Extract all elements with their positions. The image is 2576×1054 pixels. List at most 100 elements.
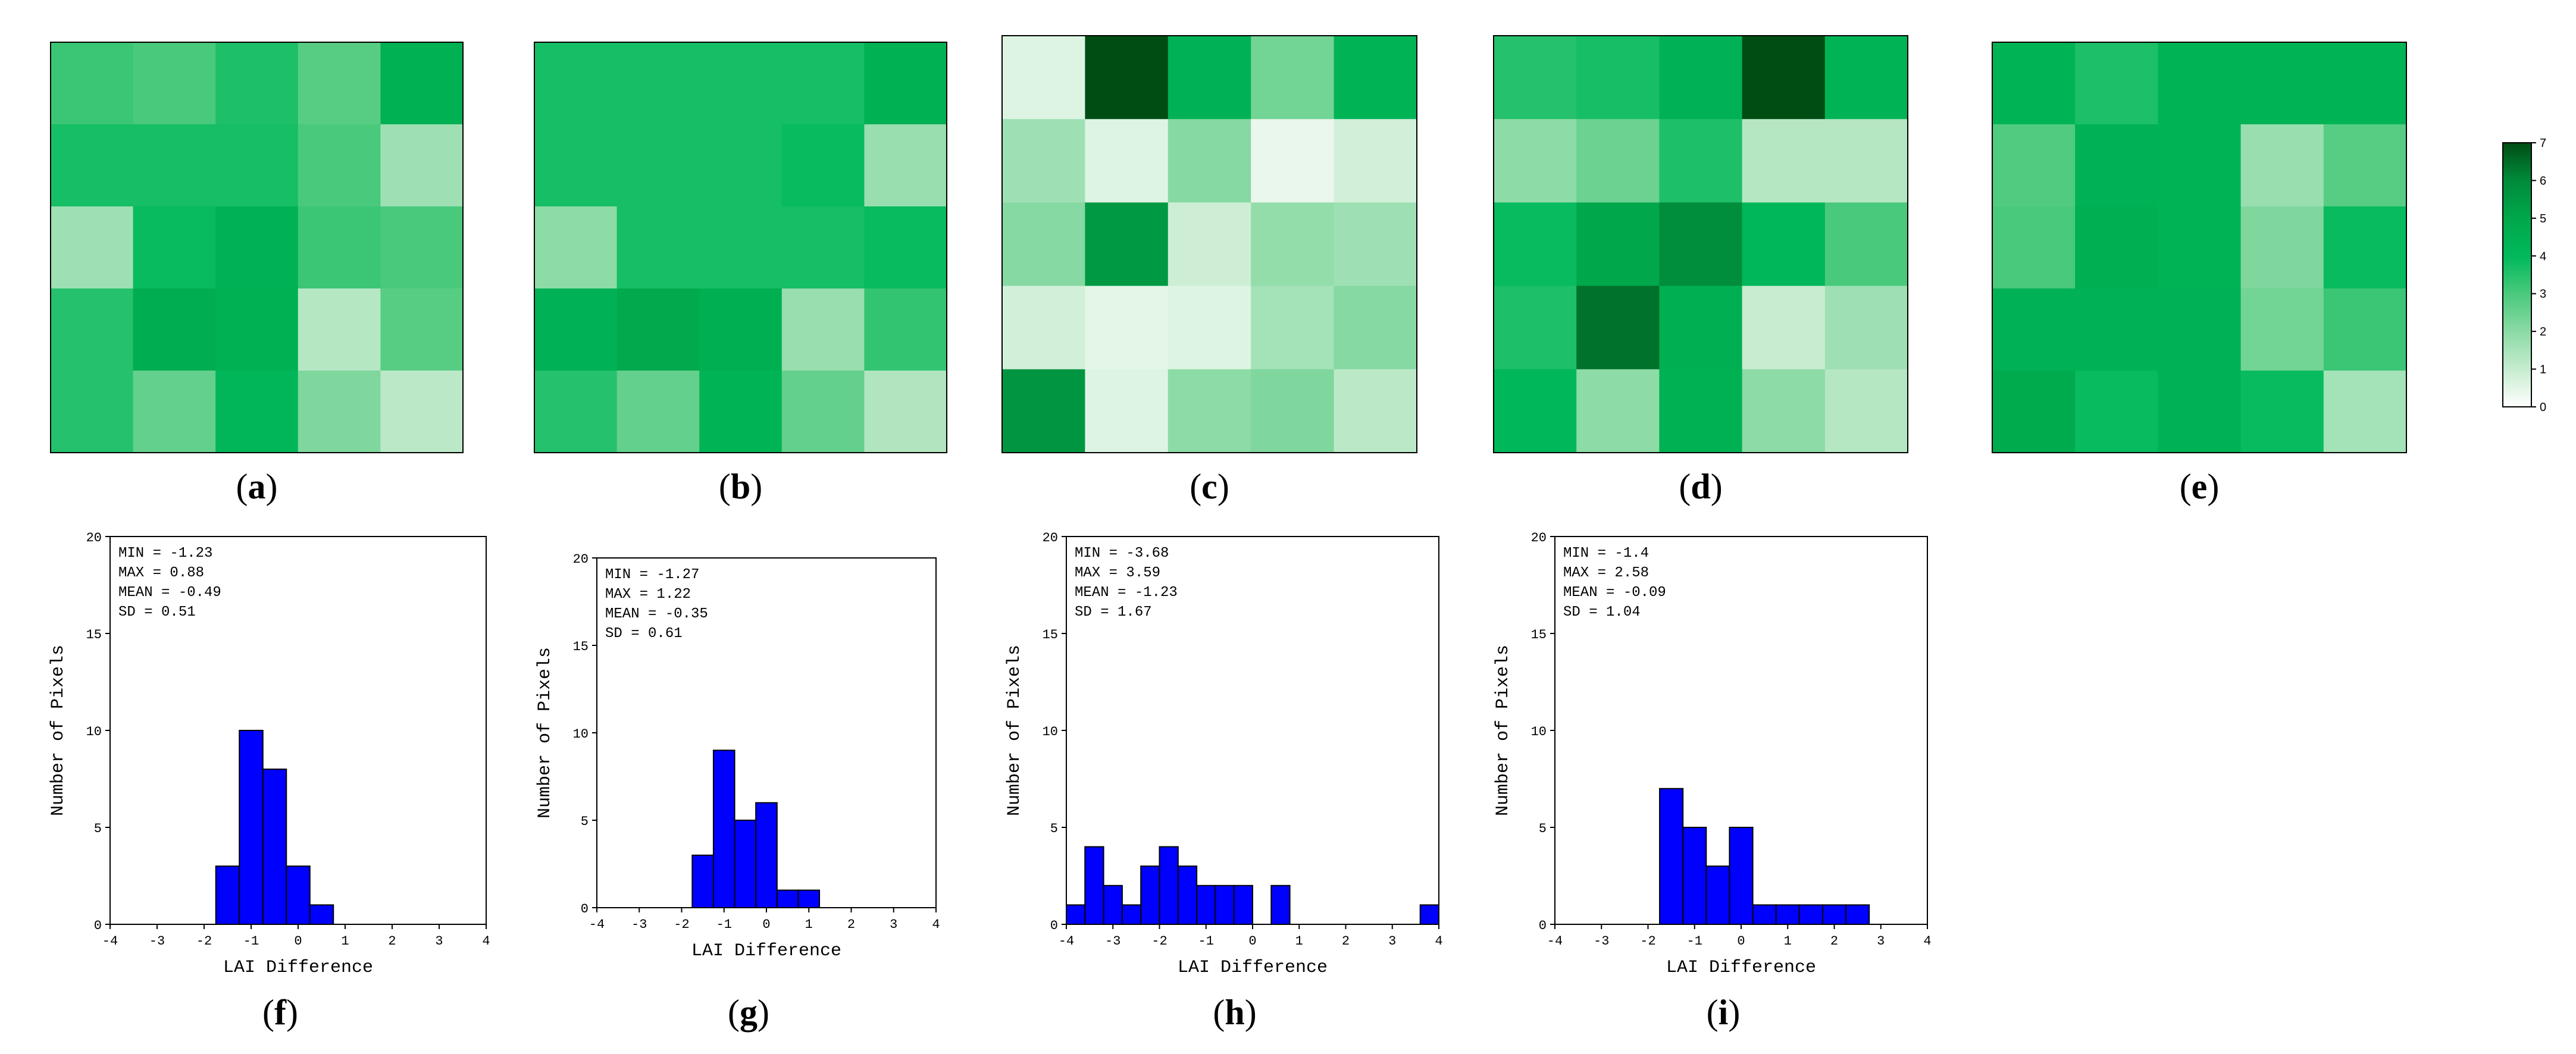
heatmap-cell (2075, 288, 2158, 371)
heatmap-cell (2240, 124, 2324, 207)
heatmap-cell (2323, 371, 2407, 453)
histogram-bar (1659, 788, 1684, 926)
heatmap-cell (2075, 206, 2158, 289)
x-tick-label: 4 (932, 917, 940, 932)
heatmap-cell (1494, 119, 1577, 203)
x-tick-label: -3 (1105, 934, 1120, 949)
x-tick-label: -2 (674, 917, 689, 932)
heatmap-cell (699, 371, 782, 453)
heatmap-cell (534, 288, 618, 371)
heatmap-cell (1576, 369, 1660, 453)
heatmap-cell (1002, 119, 1085, 203)
heatmap-cell (864, 288, 947, 371)
x-tick-label: -1 (1198, 934, 1214, 949)
stats-line: MAX = 2.58 (1563, 565, 1649, 581)
y-axis-label: Number of Pixels (1493, 645, 1513, 816)
heatmap-frame (534, 42, 947, 453)
heatmap-cell (1576, 286, 1660, 370)
colorbar-tick-label: 2 (2540, 325, 2546, 338)
heatmap-cell (2158, 206, 2242, 289)
histogram-bar (286, 865, 311, 925)
x-axis-label: LAI Difference (691, 941, 841, 961)
x-tick-label: 0 (1737, 934, 1745, 949)
heatmap-cell (1251, 119, 1335, 203)
heatmap-cell (864, 206, 947, 289)
heatmap-cell (380, 42, 464, 125)
x-tick-label: -2 (196, 934, 212, 949)
heatmap-cell (1576, 202, 1660, 287)
histogram-bar (1215, 884, 1235, 926)
heatmap-cell (1334, 36, 1417, 120)
panel-label: (g) (728, 993, 769, 1032)
heatmap-cell (616, 206, 700, 289)
panel-label: (f) (262, 993, 298, 1032)
heatmap-panels: (a) (b) (c) (d) (e) (50, 35, 2407, 506)
x-tick-label: 1 (805, 917, 813, 932)
heatmap-cell (215, 42, 299, 125)
x-tick-label: -2 (1640, 934, 1655, 949)
histogram-bar (1066, 904, 1086, 926)
heatmap-cell (1659, 286, 1743, 370)
heatmap-cell (1085, 202, 1169, 287)
heatmap-cell (616, 124, 700, 207)
x-tick-label: 0 (762, 917, 770, 932)
x-axis-label: LAI Difference (1666, 958, 1816, 978)
heatmap-cell (1168, 36, 1251, 120)
stats-line: MAX = 1.22 (605, 586, 691, 603)
stats-line: MEAN = -0.09 (1563, 585, 1666, 601)
y-tick-label: 0 (581, 902, 589, 917)
stats-line: MEAN = -0.35 (605, 606, 708, 622)
histogram-bar (1084, 846, 1104, 925)
heatmap-cell (1168, 202, 1251, 287)
colorbar-tick-label: 7 (2540, 137, 2546, 150)
histogram-bar (1682, 827, 1707, 925)
heatmap-d: (d) (1493, 35, 1908, 506)
heatmap-cell (215, 288, 299, 371)
histogram-bar (262, 768, 287, 925)
heatmap-cell (1992, 371, 2076, 453)
stats-line: MIN = -3.68 (1075, 545, 1169, 561)
heatmap-cell (781, 371, 865, 453)
heatmap-cell (1251, 202, 1335, 287)
heatmap-cell (1659, 202, 1743, 287)
heatmap-cell (2240, 206, 2324, 289)
x-tick-label: -3 (149, 934, 165, 949)
heatmap-cell (1494, 202, 1577, 287)
y-tick-label: 20 (573, 552, 589, 567)
heatmap-frame (1493, 35, 1908, 453)
heatmap-cell (1494, 286, 1577, 370)
heatmap-cell (616, 371, 700, 453)
y-tick-label: 15 (1531, 628, 1547, 642)
colorbar-tick-label: 4 (2540, 250, 2546, 263)
heatmap-cell (1334, 119, 1417, 203)
x-tick-label: 1 (1784, 934, 1792, 949)
y-tick-label: 10 (1043, 724, 1058, 739)
x-tick-label: -1 (716, 917, 732, 932)
heatmap-cell (1251, 369, 1335, 453)
heatmap-cell (534, 371, 618, 453)
x-tick-label: 3 (1388, 934, 1396, 949)
heatmap-cell (2075, 371, 2158, 453)
heatmap-cell (1742, 36, 1826, 120)
histogram-bar (1845, 904, 1870, 926)
x-tick-label: -2 (1151, 934, 1167, 949)
x-axis-label: LAI Difference (1178, 958, 1328, 978)
heatmap-cell (51, 288, 134, 371)
heatmap-cell (1659, 119, 1743, 203)
x-tick-label: -1 (243, 934, 259, 949)
heatmap-cell (51, 124, 134, 207)
histogram-h: -4 -3 -2 -1 0 1 2 3 4 0 5 10 15 20 LAI Difference Numbe… (1004, 531, 1443, 1032)
heatmap-cell (864, 371, 947, 453)
y-tick-label: 10 (1531, 724, 1547, 739)
heatmap-cell (699, 288, 782, 371)
heatmap-cell (1085, 119, 1169, 203)
heatmap-cell (1085, 286, 1169, 370)
y-tick-label: 5 (1050, 821, 1058, 836)
panel-label: (h) (1213, 993, 1256, 1032)
x-tick-label: 2 (1830, 934, 1838, 949)
x-tick-label: 4 (1435, 934, 1442, 949)
heatmap-cell (1494, 36, 1577, 120)
heatmap-cell (616, 42, 700, 125)
heatmap-cell (699, 42, 782, 125)
